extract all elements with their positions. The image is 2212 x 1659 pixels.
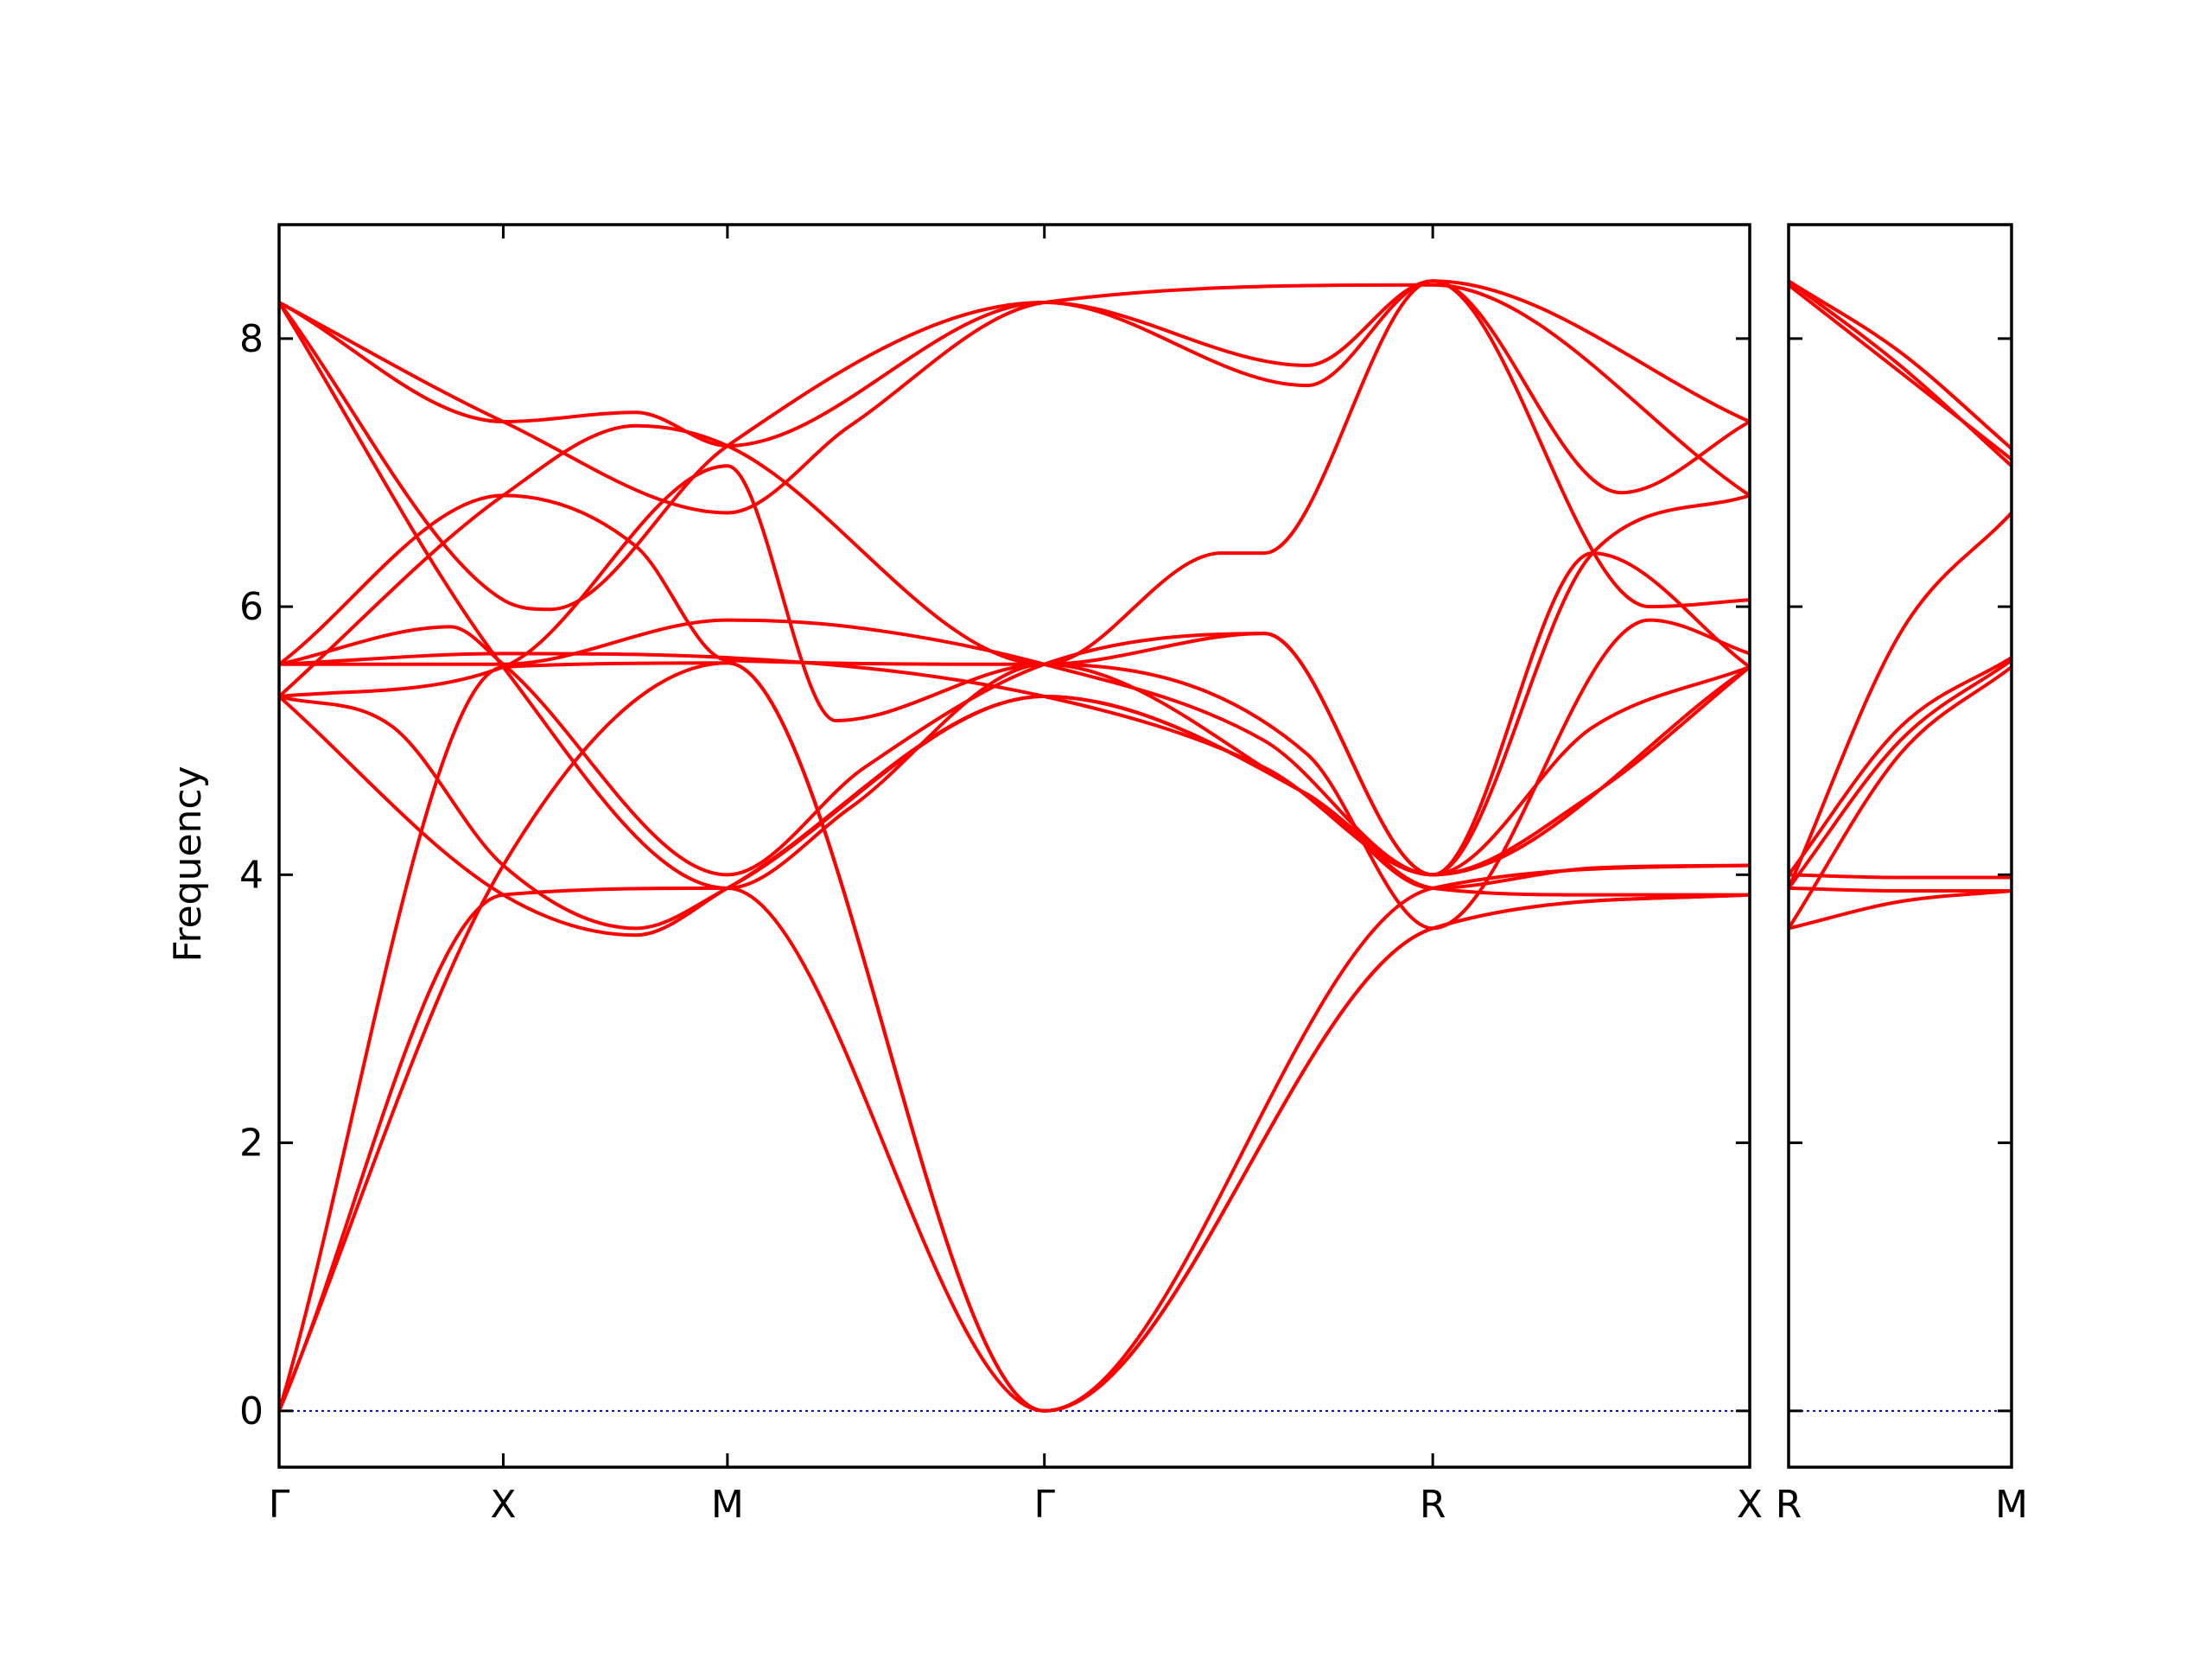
plot-frame xyxy=(1787,223,2013,1469)
band-line xyxy=(279,886,1750,1413)
band-line xyxy=(279,283,1750,515)
band-line xyxy=(1789,873,2012,880)
y-tick-label: 0 xyxy=(239,1389,264,1433)
x-tick-label: R xyxy=(1776,1483,1802,1527)
x-tick-label: X xyxy=(1737,1483,1763,1527)
bands xyxy=(279,279,1750,1413)
band-line xyxy=(1789,658,2012,890)
y-tick-label: 2 xyxy=(239,1122,264,1166)
x-tick-label: M xyxy=(711,1483,744,1527)
plot-frame xyxy=(277,223,1751,1469)
band-line xyxy=(279,618,1750,877)
band-line xyxy=(1789,511,2012,890)
band-line xyxy=(1789,664,2012,931)
x-tick-label: M xyxy=(1995,1483,2028,1527)
band-line xyxy=(1789,889,2012,931)
x-tick-label: Γ xyxy=(269,1483,290,1527)
band-line xyxy=(1789,656,2012,877)
panel-main: Γ X M Γ R X 0 2 4 6 8 xyxy=(239,223,1763,1527)
band-line xyxy=(279,695,1750,938)
band-line xyxy=(279,493,1750,877)
y-tick-label: 8 xyxy=(239,317,264,361)
band-line xyxy=(279,661,1750,1413)
y-axis-label: Frequency xyxy=(166,766,210,962)
band-line xyxy=(279,661,1750,1413)
band-line xyxy=(1789,279,2012,451)
band-line xyxy=(279,464,1750,931)
bands xyxy=(1789,279,2012,931)
band-line xyxy=(279,279,1750,609)
x-tick-label: R xyxy=(1420,1483,1446,1527)
x-tick-label: Γ xyxy=(1033,1483,1055,1527)
band-line xyxy=(279,279,1750,698)
y-tick-label: 6 xyxy=(239,585,264,629)
band-line xyxy=(279,279,1750,612)
band-line xyxy=(1789,283,2012,461)
band-line xyxy=(279,551,1750,877)
y-tick-label: 4 xyxy=(239,853,264,897)
band-line xyxy=(1789,886,2012,893)
x-tick-label: X xyxy=(490,1483,516,1527)
